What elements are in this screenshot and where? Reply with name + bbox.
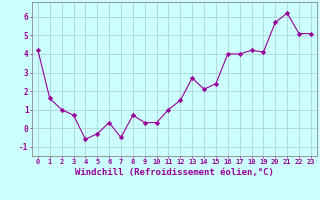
X-axis label: Windchill (Refroidissement éolien,°C): Windchill (Refroidissement éolien,°C): [75, 168, 274, 177]
